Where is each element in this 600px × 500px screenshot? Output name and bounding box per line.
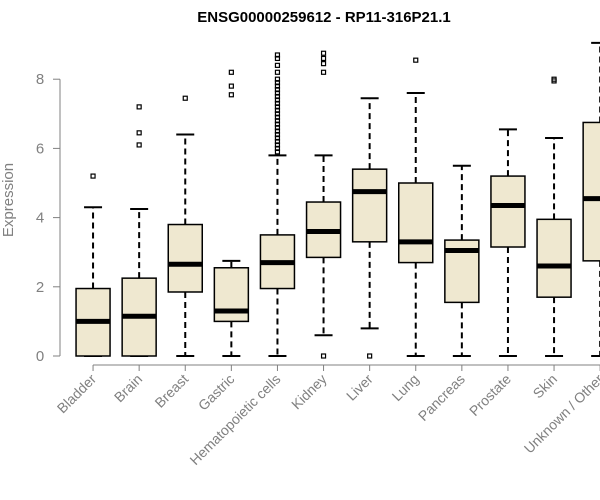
outlier-point [90,173,96,179]
x-tick-label: Unknown / Other [521,371,600,457]
outlier-point [274,76,281,82]
box-unknown-other [582,41,600,357]
x-tick-label: Skin [530,371,561,402]
outlier-point [136,104,142,110]
box-gastric [213,69,250,357]
box-lung [398,57,434,357]
outlier-point [274,52,281,58]
box-kidney [305,50,342,359]
box-brain [121,104,157,357]
outlier-point [136,130,142,136]
iqr-box [536,218,572,298]
box-liver [351,97,388,359]
x-tick-label: Hematopoietic cells [186,371,283,468]
outlier-point [320,61,327,67]
iqr-box [167,223,203,293]
y-tick-label: 8 [36,71,44,88]
x-tick-label: Prostate [466,371,514,419]
y-tick-label: 6 [36,140,44,157]
box-bladder [75,173,111,357]
x-tick-label: Breast [151,371,191,411]
outlier-point [320,55,327,62]
box-hematopoietic-cells [259,52,296,357]
outlier-point [228,83,234,89]
outlier-point [320,69,327,75]
outlier-point [182,95,188,101]
iqr-box [398,182,434,264]
outlier-point [136,142,142,148]
y-tick-label: 4 [36,210,44,227]
x-tick-label: Kidney [288,371,330,413]
x-tick-label: Pancreas [415,371,468,424]
outlier-point [320,353,327,359]
x-tick-label: Lung [389,371,422,404]
axes: 0 2 4 6 8 [36,71,600,371]
box-prostate [490,128,526,357]
boxes [75,41,600,359]
x-tick-label: Brain [111,371,145,405]
x-tick-label: Gastric [195,371,238,414]
box-breast [167,95,203,357]
outlier-point [413,57,419,63]
iqr-box [490,175,526,248]
outlier-point [274,62,281,68]
outlier-point [228,92,234,98]
x-tick-label: Bladder [54,371,100,417]
iqr-box [351,168,388,243]
chart-title: ENSG00000259612 - RP11-316P21.1 [197,9,451,26]
y-tick-label: 2 [36,279,44,296]
box-pancreas [444,164,480,357]
outlier-point [228,69,234,75]
box-skin [536,76,572,357]
outlier-point [367,353,373,359]
y-tick-label: 0 [36,348,44,365]
x-tick-label: Liver [343,371,376,404]
y-axis-label: Expression [0,163,17,237]
outlier-point [551,76,557,82]
outlier-point [274,69,281,75]
iqr-box [582,121,600,262]
outlier-point [320,50,327,56]
